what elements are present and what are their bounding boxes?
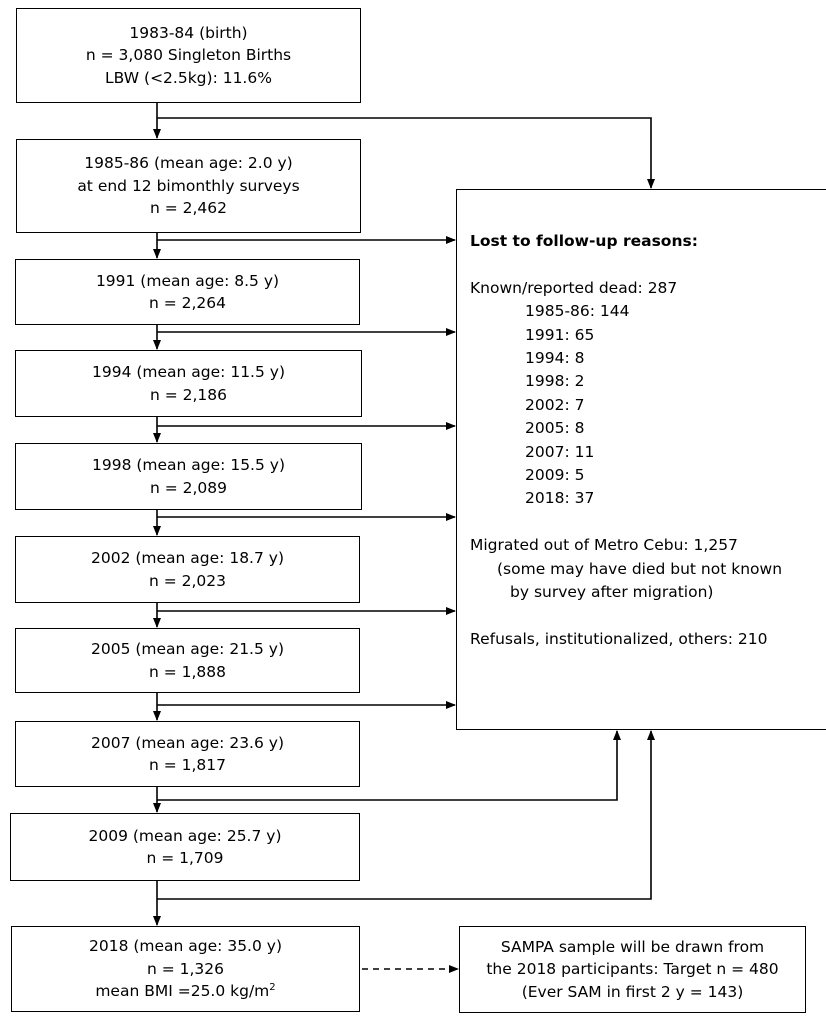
stage-text: 1998 (mean age: 15.5 y) (92, 456, 285, 475)
sampa-sample-box: SAMPA sample will be drawn from the 2018… (459, 926, 806, 1013)
arrow-lost-birth (157, 117, 655, 189)
stage-text: n = 2,186 (149, 385, 228, 404)
lost-title: Lost to follow-up reasons: (470, 232, 698, 250)
refusals-text: Refusals, institutionalized, others: 210 (470, 629, 768, 648)
dead-wave-item: 1985-86: 144 (525, 302, 630, 321)
dead-wave-item: 2009: 5 (525, 466, 585, 485)
stage-text: n = 3,080 Singleton Births (85, 46, 292, 65)
bmi-text: mean BMI =25.0 kg/m2 (95, 980, 275, 1002)
stage-box-1985: 1985-86 (mean age: 2.0 y) at end 12 bimo… (16, 139, 361, 233)
stage-text: 1985-86 (mean age: 2.0 y) (84, 154, 293, 173)
migrated-heading: Migrated out of Metro Cebu: 1,257 (470, 536, 738, 555)
stage-box-2002: 2002 (mean age: 18.7 y) n = 2,023 (15, 536, 360, 603)
sampa-text: (Ever SAM in first 2 y = 143) (521, 982, 744, 1001)
stage-text: at end 12 bimonthly surveys (77, 176, 300, 195)
stage-text: n = 1,709 (146, 849, 224, 867)
dead-wave-item: 2007: 11 (525, 442, 595, 461)
stage-text: n = 2,264 (148, 294, 227, 312)
stage-text: 1983-84 (birth) (129, 23, 248, 42)
stage-text: n = 1,888 (148, 662, 227, 681)
dead-wave-item: 2005: 8 (525, 419, 585, 438)
stage-box-2018: 2018 (mean age: 35.0 y) n = 1,326 mean B… (11, 926, 360, 1012)
stage-box-2005: 2005 (mean age: 21.5 y) n = 1,888 (15, 628, 360, 693)
stage-text: 2007 (mean age: 23.6 y) (91, 733, 284, 752)
stage-text: LBW (<2.5kg): 11.6% (105, 68, 272, 87)
lost-to-follow-up-box: Lost to follow-up reasons: Known/reporte… (456, 189, 826, 730)
sampa-text: SAMPA sample will be drawn from (500, 937, 765, 956)
stage-text: 1991 (mean age: 8.5 y) (95, 271, 280, 290)
stage-box-1991: 1991 (mean age: 8.5 y) n = 2,264 (15, 259, 360, 325)
dead-wave-item: 2002: 7 (525, 395, 585, 414)
stage-box-1994: 1994 (mean age: 11.5 y) n = 2,186 (15, 350, 362, 417)
migrated-note: (some may have died but not known (497, 559, 783, 578)
stage-text: n = 2,023 (148, 571, 227, 590)
dead-wave-item: 1998: 2 (525, 372, 585, 391)
stage-text: n = 2,462 (149, 199, 228, 218)
stage-box-2009: 2009 (mean age: 25.7 y) n = 1,709 (10, 813, 360, 881)
dead-wave-item: 1994: 8 (525, 349, 585, 368)
stage-box-1998: 1998 (mean age: 15.5 y) n = 2,089 (15, 443, 362, 510)
stage-text: 2009 (mean age: 25.7 y) (88, 826, 282, 845)
dead-wave-item: 1991: 65 (525, 325, 595, 344)
stage-text: 2002 (mean age: 18.7 y) (91, 549, 284, 568)
migrated-note: by survey after migration) (510, 583, 714, 602)
arrow-lost-2007 (157, 730, 621, 801)
bmi-value: mean BMI =25.0 kg/m (95, 982, 270, 1001)
dead-heading: Known/reported dead: 287 (470, 278, 678, 297)
stage-text: 1994 (mean age: 11.5 y) (92, 363, 285, 382)
stage-text: n = 2,089 (149, 478, 228, 497)
stage-text: n = 1,326 (146, 959, 225, 978)
stage-text: 2018 (mean age: 35.0 y) (89, 937, 282, 956)
stage-text: 2005 (mean age: 21.5 y) (91, 640, 284, 659)
sampa-text: the 2018 participants: Target n = 480 (486, 960, 779, 979)
bmi-superscript: 2 (269, 982, 276, 994)
arrow-lost-2009 (157, 730, 655, 900)
stage-text: n = 1,817 (148, 756, 227, 774)
stage-box-birth: 1983-84 (birth) n = 3,080 Singleton Birt… (16, 8, 361, 103)
dead-wave-item: 2018: 37 (525, 489, 595, 508)
stage-box-2007: 2007 (mean age: 23.6 y) n = 1,817 (15, 721, 360, 787)
